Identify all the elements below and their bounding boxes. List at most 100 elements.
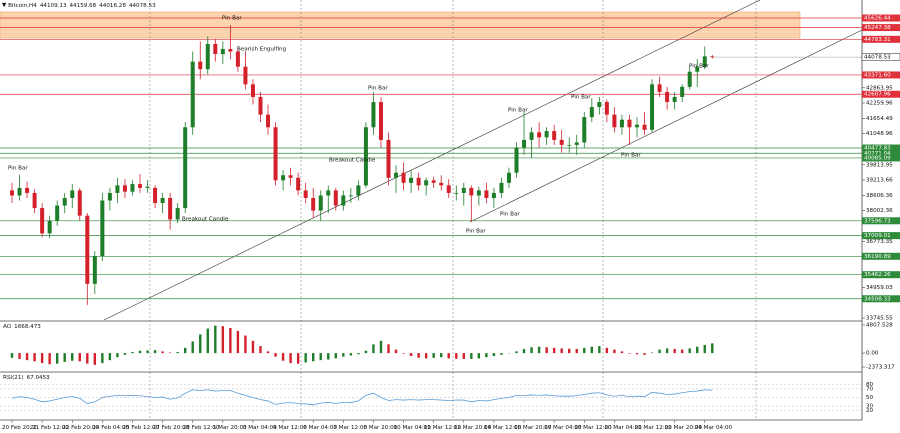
ao-bar (477, 353, 481, 359)
candle-body (612, 114, 617, 128)
x-tick-label: 1 Mar 20:00 (213, 425, 247, 431)
ao-bar (470, 353, 473, 359)
candle-body (642, 124, 647, 130)
ao-bar (221, 326, 225, 354)
ao-bar (711, 343, 714, 354)
level-label-box (862, 217, 900, 225)
ao-bar (146, 350, 149, 354)
level-label-box (862, 24, 900, 32)
candle-body (77, 190, 82, 216)
ao-bar (251, 340, 255, 354)
x-tick-label: 3 Mar 04:00 (243, 425, 277, 431)
ao-bar (492, 353, 496, 357)
rsi-line (11, 389, 713, 406)
ao-bar (522, 349, 526, 354)
panel-borders (0, 0, 863, 421)
level-label: 34508.33 (864, 296, 891, 302)
level-label: 45626.44 (864, 16, 891, 22)
ao-bar (289, 353, 292, 364)
candle-body (665, 91, 670, 103)
ao-bar (327, 353, 330, 360)
x-tick-label: 14 Mar 12:00 (484, 425, 522, 431)
level-label: 40477.83 (864, 146, 891, 152)
candle-body (634, 124, 639, 128)
ao-bar (673, 349, 676, 354)
candle-body (695, 66, 700, 72)
ao-bar (86, 353, 89, 364)
candle-body (250, 84, 255, 97)
candle-body (107, 192, 112, 201)
ao-bar (281, 353, 285, 361)
candle-body (213, 43, 218, 55)
annotation: Breakout Candle (329, 158, 376, 164)
candle-body (62, 197, 67, 206)
candle-body (522, 139, 527, 148)
level-label-box (862, 35, 900, 43)
ao-bar (334, 353, 337, 359)
ao-bar (40, 353, 44, 364)
candle-body (431, 180, 436, 183)
y-tick-label: 34959.03 (866, 285, 893, 291)
annotation: Pin Bar (689, 64, 709, 70)
y-tick-label: 38606.36 (866, 193, 893, 199)
x-tick-label: 6 Mar 04:00 (303, 425, 337, 431)
candle-body (484, 190, 489, 198)
rsi-name: RSI(21) (3, 375, 24, 381)
candle-body (303, 190, 308, 198)
candle-body (356, 185, 361, 196)
candle-body (130, 184, 135, 192)
candle-body (85, 215, 90, 284)
level-label-box (862, 144, 900, 152)
level-label: 40085.09 (864, 155, 891, 161)
low-value: 44016.28 (99, 3, 126, 9)
level-label-box (862, 71, 900, 79)
period-separators (149, 0, 757, 420)
candle-body (469, 187, 474, 196)
candle-body (228, 48, 233, 52)
candle-body (100, 200, 105, 257)
annotation: Pin Bar (621, 153, 641, 159)
candle-body (424, 180, 429, 186)
ao-bar (635, 353, 639, 355)
ao-bar (214, 325, 217, 354)
ao-bar (349, 353, 353, 356)
x-tick-label: 27 Feb 20:00 (153, 425, 190, 431)
ao-bar (176, 351, 179, 354)
rsi-value: 67.0453 (27, 375, 51, 381)
y-tick-label: 42863.95 (866, 85, 893, 91)
ao-bar (650, 352, 654, 354)
ao-bar (153, 350, 157, 354)
ao-bar (560, 348, 563, 354)
y-tick-label: 39813.95 (866, 162, 893, 168)
ao-bar (643, 353, 646, 355)
candle-body (597, 102, 602, 108)
candle-body (506, 172, 511, 183)
high-value: 44159.68 (70, 3, 97, 9)
ao-bar (545, 347, 548, 354)
level-label-box (862, 149, 900, 157)
ao-bar (63, 353, 66, 362)
candle-body (55, 205, 60, 221)
ao-bar (78, 353, 81, 362)
candle-body (439, 182, 444, 186)
level-label-box (862, 232, 900, 240)
y-tick-label: 50 (866, 395, 874, 401)
ao-bar (183, 347, 187, 354)
candle-body (160, 197, 165, 204)
ao-bar (417, 353, 420, 358)
y-tick-label: 41654.49 (866, 116, 893, 122)
ao-bar (387, 344, 390, 354)
trend-line (103, 0, 761, 321)
candle-body (491, 192, 496, 198)
candle-body (25, 187, 30, 193)
ao-bar (244, 335, 247, 354)
ao-bar (500, 353, 503, 355)
ao-bar (447, 353, 450, 359)
ao-bar (296, 353, 300, 364)
candle-body (235, 51, 240, 67)
ao-bar (605, 347, 609, 354)
y-tick-label: 38002.36 (866, 208, 893, 214)
candle-body (687, 71, 692, 87)
